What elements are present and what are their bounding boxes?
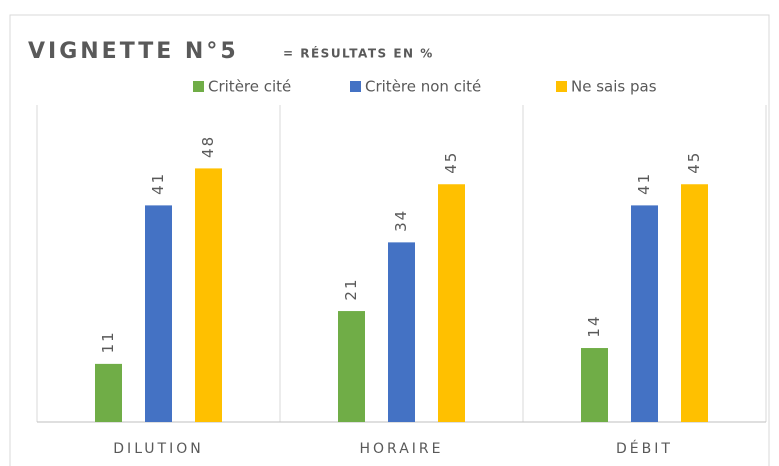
value-label: 48 xyxy=(199,135,217,158)
legend-label: Critère non cité xyxy=(365,78,481,96)
bar xyxy=(581,348,608,422)
x-tick-label: HORAIRE xyxy=(360,441,444,457)
bar xyxy=(95,363,122,422)
value-label: 41 xyxy=(635,172,653,195)
x-tick-label: DÉBIT xyxy=(616,440,673,457)
bar xyxy=(631,205,658,422)
value-label: 45 xyxy=(685,151,703,174)
value-label: 45 xyxy=(442,151,460,174)
bar xyxy=(681,184,708,422)
legend-swatch xyxy=(556,81,567,92)
bar xyxy=(195,168,222,422)
value-label: 14 xyxy=(585,314,603,337)
bar xyxy=(145,205,172,422)
value-label: 21 xyxy=(342,278,360,301)
bar xyxy=(338,311,365,422)
bar xyxy=(438,184,465,422)
bar xyxy=(388,242,415,422)
chart-title: VIGNETTE N°5 xyxy=(28,39,239,64)
legend-label: Critère cité xyxy=(208,78,291,96)
legend-swatch xyxy=(350,81,361,92)
value-label: 41 xyxy=(149,172,167,195)
legend-label: Ne sais pas xyxy=(571,78,657,96)
legend-swatch xyxy=(193,81,204,92)
value-label: 11 xyxy=(99,330,117,353)
x-tick-label: DILUTION xyxy=(113,441,203,457)
value-label: 34 xyxy=(392,209,410,232)
chart-subtitle: = RÉSULTATS EN % xyxy=(283,46,434,61)
